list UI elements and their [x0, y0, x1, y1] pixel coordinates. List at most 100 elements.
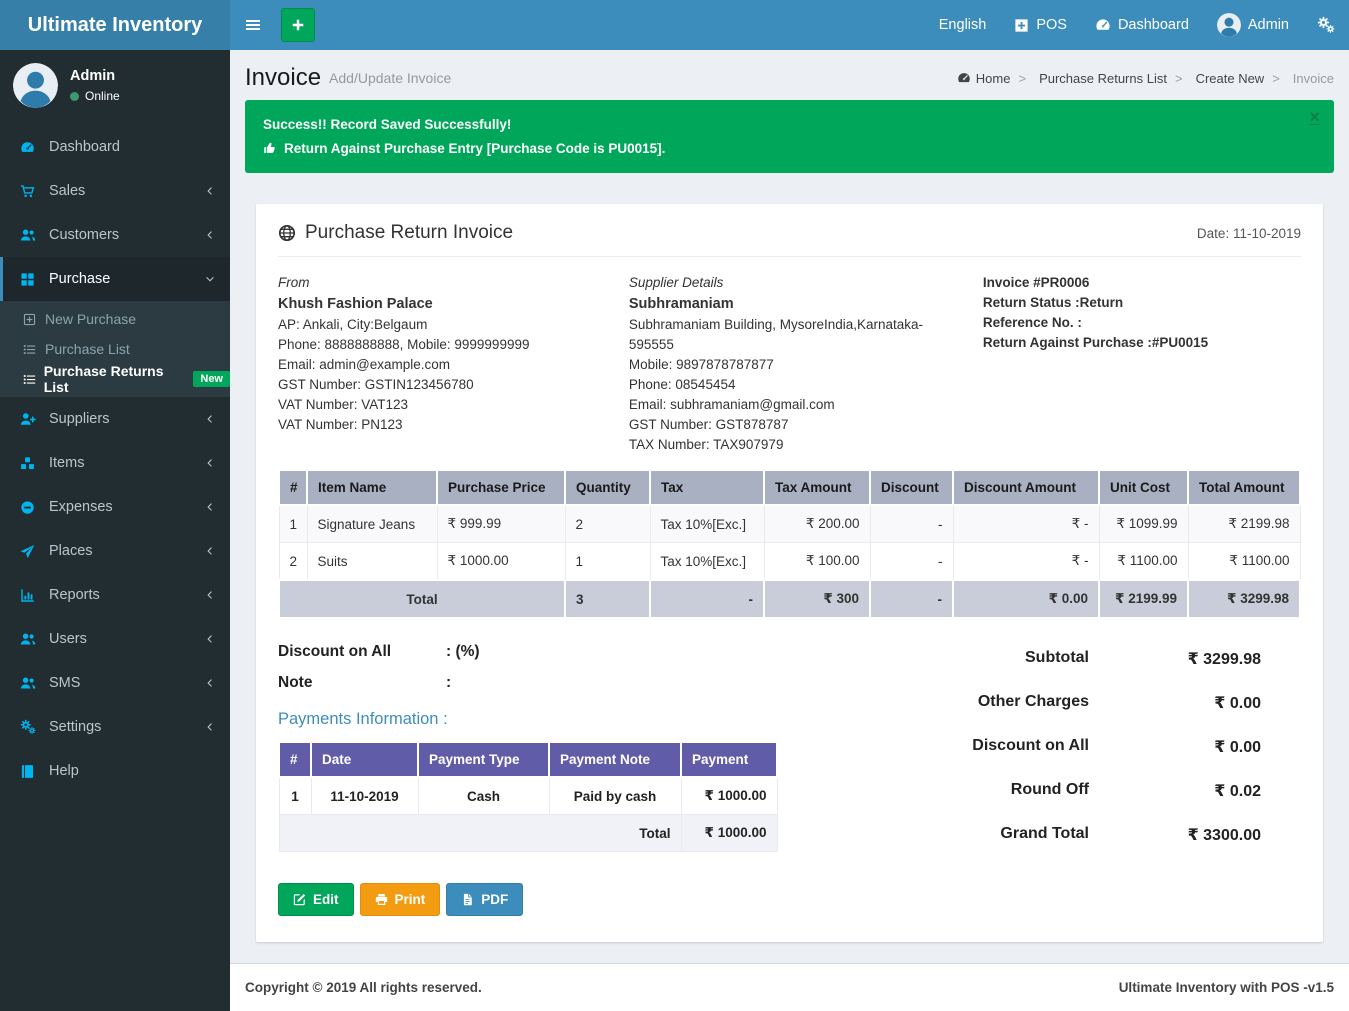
supplier-section: Supplier Details Subhramaniam Subhramani… — [629, 273, 983, 455]
purchase-submenu: New Purchase Purchase List Purchase Retu… — [0, 301, 230, 397]
bar-chart-icon — [20, 588, 45, 603]
chevron-left-icon — [205, 634, 215, 644]
note-row: Note: — [278, 674, 778, 692]
sidebar-item-sms[interactable]: SMS — [0, 661, 230, 705]
close-icon[interactable]: × — [1309, 108, 1320, 126]
sidebar-item-places[interactable]: Places — [0, 529, 230, 573]
items-table: # Item Name Purchase Price Quantity Tax … — [278, 469, 1301, 619]
chevron-left-icon — [205, 546, 215, 556]
nav-dashboard[interactable]: Dashboard — [1081, 0, 1203, 50]
discount-on-all-row: Discount on All: (%) — [278, 643, 778, 661]
alert-line1: Success!! Record Saved Successfully! — [263, 113, 1294, 137]
gears-icon — [1317, 16, 1335, 34]
from-heading: From — [278, 273, 609, 293]
online-dot-icon — [70, 92, 79, 101]
chevron-left-icon — [205, 414, 215, 424]
content-header: Invoice Add/Update Invoice Home Purchase… — [230, 50, 1349, 100]
invoice-card: Purchase Return Invoice Date: 11-10-2019… — [256, 204, 1323, 942]
thumbs-up-icon — [263, 141, 277, 155]
printer-icon — [375, 893, 388, 906]
quick-add-button[interactable] — [281, 8, 315, 42]
invoice-number: Invoice #PR0006 — [983, 273, 1301, 293]
page-title: Invoice — [245, 64, 321, 92]
sidebar-item-items[interactable]: Items — [0, 441, 230, 485]
user-status: Online — [70, 89, 120, 103]
sidebar-item-customers[interactable]: Customers — [0, 213, 230, 257]
sidebar-item-dashboard[interactable]: Dashboard — [0, 125, 230, 169]
user-name: Admin — [70, 68, 120, 84]
chevron-left-icon — [205, 458, 215, 468]
pdf-button[interactable]: PDF — [446, 883, 523, 916]
new-badge: New — [193, 371, 230, 387]
sidebar-item-purchase[interactable]: Purchase — [0, 257, 230, 301]
items-total-row: Total 3 - ₹ 300 - ₹ 0.00 ₹ 2199.99 ₹ 329… — [279, 580, 1300, 618]
avatar — [13, 63, 58, 108]
hamburger-icon — [245, 17, 261, 33]
reference-no: Reference No. : — [983, 313, 1301, 333]
chevron-left-icon — [205, 678, 215, 688]
sidebar-item-purchase-list[interactable]: Purchase List — [0, 334, 230, 364]
book-icon — [20, 764, 45, 779]
users-icon — [20, 631, 45, 647]
sidebar-item-suppliers[interactable]: Suppliers — [0, 397, 230, 441]
breadcrumb-create-new[interactable]: Create New — [1167, 71, 1264, 86]
user-plus-icon — [20, 411, 45, 427]
sidebar-item-users[interactable]: Users — [0, 617, 230, 661]
chevron-left-icon — [205, 590, 215, 600]
plus-square-outline-icon — [23, 313, 45, 326]
users-icon — [20, 227, 45, 243]
home-dashboard-icon — [957, 71, 971, 85]
breadcrumb-purchase-returns-list[interactable]: Purchase Returns List — [1010, 71, 1167, 86]
sidebar-item-sales[interactable]: Sales — [0, 169, 230, 213]
brand-logo[interactable]: Ultimate Inventory — [0, 0, 230, 50]
from-section: From Khush Fashion Palace AP: Ankali, Ci… — [278, 273, 629, 455]
summary-discount-on-all: Discount on All₹ 0.00 — [901, 737, 1261, 757]
from-name: Khush Fashion Palace — [278, 293, 609, 315]
breadcrumb-current: Invoice — [1264, 71, 1334, 86]
footer-copyright: Copyright © 2019 All rights reserved. — [245, 980, 482, 995]
table-row: 1 Signature Jeans ₹ 999.99 2 Tax 10%[Exc… — [279, 505, 1300, 543]
nav-settings[interactable] — [1303, 0, 1349, 50]
chevron-left-icon — [205, 502, 215, 512]
chevron-down-icon — [205, 274, 215, 284]
nav-language[interactable]: English — [925, 0, 1001, 50]
breadcrumb-home[interactable]: Home — [957, 71, 1011, 86]
nav-pos[interactable]: POS — [1000, 0, 1081, 50]
payments-table: # Date Payment Type Payment Note Payment… — [278, 741, 778, 852]
chevron-left-icon — [205, 186, 215, 196]
page-subtitle: Add/Update Invoice — [329, 70, 451, 86]
invoice-meta-section: Invoice #PR0006 Return Status :Return Re… — [983, 273, 1301, 455]
sidebar-item-expenses[interactable]: Expenses — [0, 485, 230, 529]
summary-subtotal: Subtotal₹ 3299.98 — [901, 649, 1261, 669]
chevron-left-icon — [205, 722, 215, 732]
edit-button[interactable]: Edit — [278, 883, 354, 916]
nav-user-menu[interactable]: Admin — [1203, 0, 1303, 50]
list-icon — [23, 373, 44, 386]
payment-row: 1 11-10-2019 Cash Paid by cash ₹ 1000.00 — [279, 777, 777, 815]
top-navbar: Ultimate Inventory English POS Dashboard… — [0, 0, 1349, 50]
plus-square-icon — [1014, 18, 1029, 33]
sidebar-item-purchase-returns-list[interactable]: Purchase Returns ListNew — [0, 364, 230, 394]
supplier-heading: Supplier Details — [629, 273, 963, 293]
sidebar-item-new-purchase[interactable]: New Purchase — [0, 304, 230, 334]
supplier-name: Subhramaniam — [629, 293, 963, 315]
sidebar-item-reports[interactable]: Reports — [0, 573, 230, 617]
breadcrumb: Home Purchase Returns List Create New In… — [957, 71, 1334, 86]
globe-icon — [278, 224, 296, 242]
grid-icon — [20, 272, 45, 287]
summary-round-off: Round Off₹ 0.02 — [901, 781, 1261, 801]
print-button[interactable]: Print — [360, 883, 441, 916]
totals-summary: Subtotal₹ 3299.98 Other Charges₹ 0.00 Di… — [901, 649, 1301, 869]
file-pdf-icon — [461, 893, 474, 906]
sidebar-item-settings[interactable]: Settings — [0, 705, 230, 749]
summary-grand-total: Grand Total₹ 3300.00 — [901, 825, 1261, 845]
cubes-icon — [20, 456, 45, 471]
minus-circle-icon — [20, 500, 45, 515]
alert-line2: Return Against Purchase Entry [Purchase … — [263, 137, 1294, 161]
return-status: Return Status :Return — [983, 293, 1301, 313]
sidebar-item-help[interactable]: Help — [0, 749, 230, 793]
sidebar: Admin Online Dashboard Sales Customers P… — [0, 50, 230, 1011]
sidebar-toggle-button[interactable] — [230, 0, 276, 50]
avatar — [1217, 13, 1241, 37]
pencil-square-icon — [293, 893, 306, 906]
